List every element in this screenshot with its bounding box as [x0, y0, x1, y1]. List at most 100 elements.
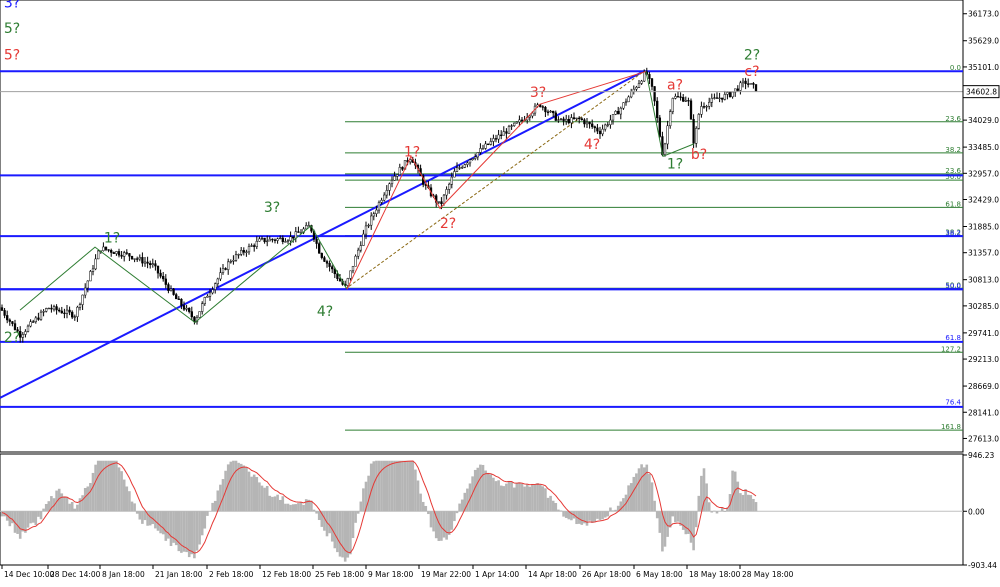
candle-body [377, 202, 381, 211]
candle-body [333, 268, 336, 275]
wave-label-8: b? [691, 147, 707, 163]
candle-body [744, 80, 747, 84]
candle-body [154, 263, 157, 267]
candle-body [528, 115, 531, 118]
candle-body [643, 71, 646, 82]
candle-body [289, 236, 292, 242]
candle-body [466, 162, 469, 165]
candle-body [583, 119, 586, 125]
candle-body [331, 266, 334, 270]
candle-body [175, 294, 178, 300]
candle-body [63, 312, 66, 315]
candle-body [557, 119, 560, 121]
candle-body [674, 96, 677, 99]
candle-body [258, 238, 261, 242]
candle-body [45, 308, 48, 312]
candle-body [216, 278, 219, 285]
y-tick-label-13: 29213.0 [968, 355, 999, 364]
candle-body [455, 167, 459, 172]
candle-body [305, 225, 308, 230]
candle-body [3, 310, 6, 316]
candle-body [627, 96, 630, 103]
candle-body [656, 100, 659, 119]
x-tick-label-13: 18 May 18:00 [689, 570, 741, 579]
candle-body [715, 97, 719, 99]
candle-body [572, 117, 576, 120]
candle-body [253, 245, 256, 247]
candle-body [624, 101, 628, 104]
wave-labels: 3?5?5? 2?c?a?3?4?b?1?1?2?3?1?2?4? [4, 0, 760, 346]
candle-body [240, 250, 243, 255]
candle-body [328, 263, 331, 267]
candle-body [604, 124, 607, 130]
candle-body [736, 88, 739, 91]
x-tick-label-4: 2 Feb 18:00 [209, 570, 254, 579]
y-tick-label-11: 30285.0 [968, 302, 999, 311]
candle-body [619, 107, 622, 115]
candle-body [211, 289, 214, 294]
candle-body [364, 225, 368, 235]
candle-body [78, 304, 82, 308]
candle-body [97, 250, 100, 260]
candle-body [323, 257, 326, 262]
wave-paths [19, 70, 695, 324]
candle-body [177, 298, 180, 300]
fib-label-0: 0.0 [950, 64, 961, 72]
candle-body [700, 106, 703, 115]
y-tick-label-15: 28141.0 [968, 408, 999, 417]
candle-body [276, 238, 279, 241]
candle-body [518, 119, 521, 123]
fib-label-8: 50.0 [945, 281, 961, 289]
y-tick-label-0: 36173.0 [968, 10, 999, 19]
candle-body [484, 143, 487, 149]
candle-body [268, 238, 271, 242]
candle-body [614, 110, 617, 115]
fib-label-11: 127.2 [941, 345, 961, 353]
x-tick-label-3: 21 Jan 18:00 [155, 570, 203, 579]
candle-body [60, 310, 63, 314]
candle-body [255, 240, 258, 247]
fib-label-10: 61.8 [945, 334, 961, 342]
x-tick-label-14: 28 May 18:00 [742, 570, 794, 579]
candle-body [6, 315, 9, 321]
x-tick-label-1: 28 Dec 14:00 [50, 570, 101, 579]
candle-body [351, 265, 355, 272]
candle-body [450, 176, 453, 185]
y-tick-label-5: 33485.0 [968, 143, 999, 152]
candle-body [198, 311, 201, 318]
y-tick-label-9: 31357.0 [968, 249, 999, 258]
candle-body [292, 236, 295, 239]
candle-body [697, 114, 700, 129]
candle-body [325, 261, 329, 264]
candle-body [580, 118, 583, 121]
current-price-label: 34602.8 [966, 88, 997, 97]
candle-body [718, 97, 721, 99]
candle-body [21, 334, 24, 338]
wave-label-11: 2? [440, 216, 456, 232]
candle-body [689, 100, 693, 120]
candle-body [754, 84, 758, 92]
fib-label-13: 161.8 [941, 423, 961, 431]
candle-body [474, 156, 477, 159]
candle-body [120, 254, 123, 257]
candle-body [710, 97, 713, 103]
candle-body [164, 278, 167, 285]
candle-body [546, 111, 550, 113]
candle-body [367, 224, 370, 227]
candle-body [338, 278, 342, 282]
candle-body [388, 183, 391, 191]
candle-body [682, 97, 685, 102]
candle-body [487, 143, 490, 145]
candle-body [728, 92, 732, 98]
candle-body [541, 106, 544, 108]
candle-body [136, 258, 139, 260]
candle-body [676, 96, 680, 98]
candle-body [297, 231, 300, 233]
candle-body [110, 250, 113, 253]
candle-body [440, 201, 443, 205]
candle-body [294, 231, 297, 239]
candle-body [669, 111, 672, 127]
candle-body [705, 106, 708, 108]
candle-body [318, 243, 321, 254]
wave-label-15: 4? [317, 304, 333, 320]
